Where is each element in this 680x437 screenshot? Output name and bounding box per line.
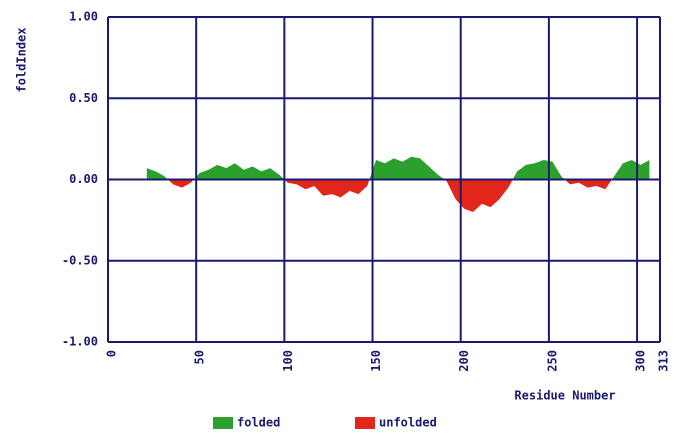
x-tick-label: 250 [545,350,559,372]
y-tick-label: 0.50 [69,91,98,105]
legend-swatch [213,417,233,429]
y-tick-label: 0.00 [69,172,98,186]
x-tick-label: 313 [657,350,671,372]
legend-swatch [355,417,375,429]
x-tick-label: 200 [457,350,471,372]
y-tick-label: -0.50 [62,253,98,267]
x-axis-title: Residue Number [514,389,615,403]
x-tick-label: 300 [634,350,648,372]
x-tick-label: 150 [369,350,383,372]
x-tick-label: 100 [281,350,295,372]
x-tick-label: 50 [193,350,207,364]
y-tick-label: 1.00 [69,10,98,24]
y-tick-label: -1.00 [62,335,98,349]
y-axis-title: foldIndex [15,27,29,92]
legend-label: unfolded [379,416,437,430]
foldindex-area [146,156,650,212]
legend-label: folded [237,416,280,430]
x-tick-label: 0 [105,350,119,357]
